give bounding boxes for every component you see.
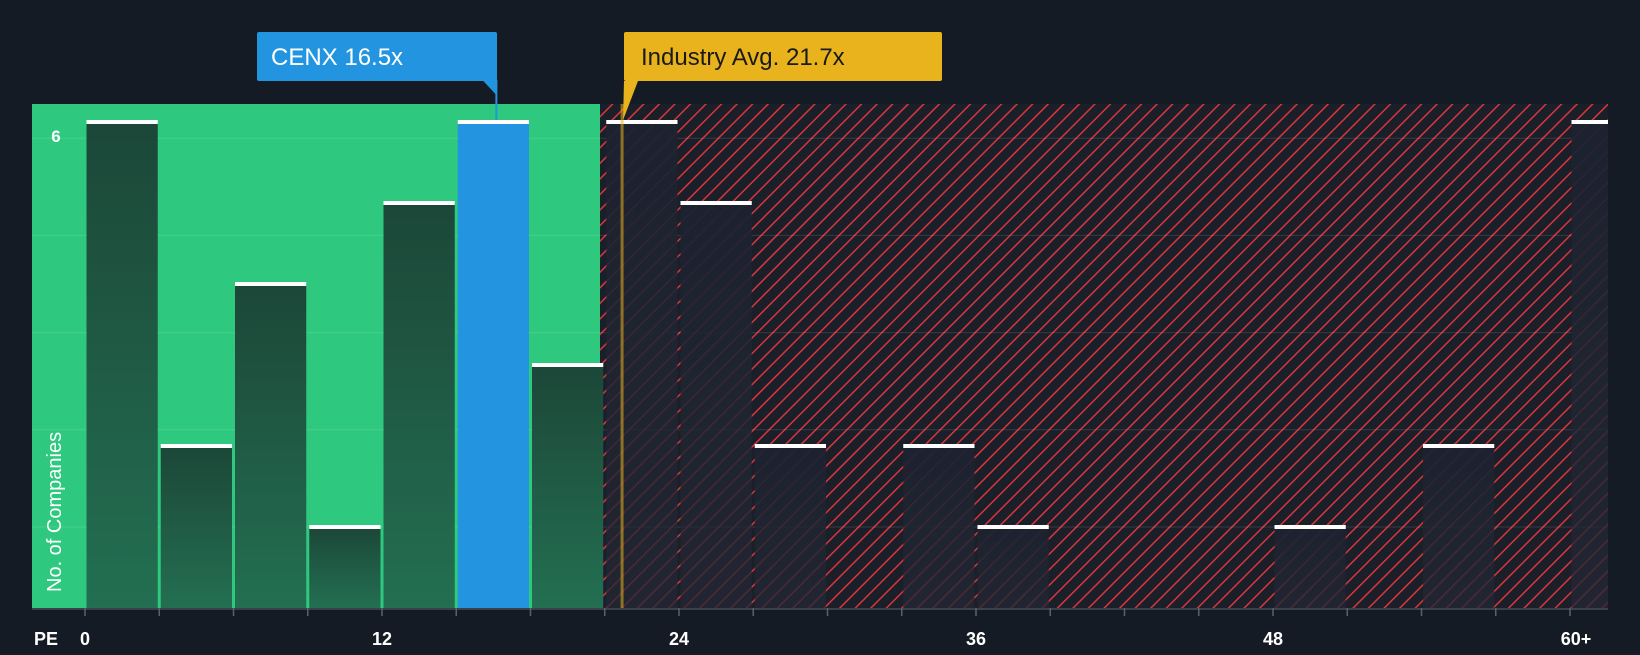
- bar-top-cap: [977, 525, 1049, 529]
- bars: [32, 120, 1608, 616]
- y-tick-label: 6: [51, 127, 60, 146]
- histogram-bar: [606, 122, 678, 608]
- industry-callout: Industry Avg. 21.7x: [624, 32, 942, 81]
- histogram-bar: [903, 446, 975, 608]
- histogram-bar: [1423, 446, 1495, 608]
- bar-top-cap: [457, 120, 529, 124]
- x-tick-label: 60+: [1561, 629, 1592, 649]
- histogram-bar: [532, 365, 604, 608]
- bar-top-cap: [309, 525, 381, 529]
- histogram-bar: [754, 446, 826, 608]
- histogram-bar: [977, 527, 1049, 608]
- bar-top-cap: [86, 120, 158, 124]
- x-tick-label: 0: [80, 629, 90, 649]
- x-tick-label: 24: [669, 629, 689, 649]
- x-tick-label: 48: [1263, 629, 1283, 649]
- bar-top-cap: [754, 444, 826, 448]
- histogram-bar: [1571, 122, 1608, 608]
- y-axis-label: No. of Companies: [44, 432, 66, 592]
- bar-top-cap: [680, 201, 752, 205]
- bar-top-cap: [903, 444, 975, 448]
- bar-top-cap: [235, 282, 307, 286]
- company-callout: CENX 16.5x: [257, 32, 497, 81]
- histogram-bar: [680, 203, 752, 608]
- bar-top-cap: [160, 444, 232, 448]
- bar-top-cap: [1274, 525, 1346, 529]
- histogram-bar: [86, 122, 158, 608]
- bar-top-cap: [532, 363, 604, 367]
- company-pointer: [482, 80, 498, 95]
- bar-top-cap: [606, 120, 678, 124]
- histogram-bar: [235, 284, 307, 608]
- markers: [482, 80, 638, 608]
- x-tick-labels: 0 12 24 36 48 60+: [80, 629, 1591, 649]
- industry-label-box: [624, 32, 942, 81]
- x-tick-label: 36: [966, 629, 986, 649]
- bar-top-cap: [383, 201, 455, 205]
- company-label-box: [257, 32, 497, 81]
- bar-top-cap: [1571, 120, 1608, 124]
- histogram-bar: [1274, 527, 1346, 608]
- histogram-bar: [383, 203, 455, 608]
- industry-label: Industry Avg. 21.7x: [641, 44, 845, 71]
- industry-pointer: [623, 81, 638, 120]
- histogram-bar: [457, 122, 529, 608]
- x-axis-label: PE: [34, 629, 58, 649]
- x-tick-label: 12: [372, 629, 392, 649]
- bar-top-cap: [1423, 444, 1495, 448]
- histogram-bar: [160, 446, 232, 608]
- company-label: CENX 16.5x: [271, 44, 403, 71]
- histogram-bar: [309, 527, 381, 608]
